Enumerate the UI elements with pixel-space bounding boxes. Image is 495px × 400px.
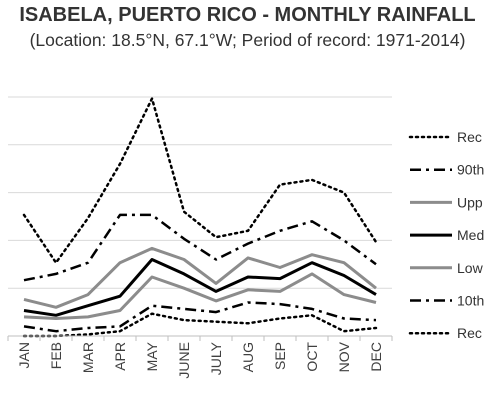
x-axis: JAN FEB MAR APR MAY JUNE JULY AUG SEP OCT NOV DEC — [7, 335, 393, 379]
legend-label: Upp — [457, 194, 483, 210]
x-tick-label: SEP — [272, 342, 288, 370]
chart-title: ISABELA, PUERTO RICO - MONTHLY RAINFALL — [19, 4, 476, 26]
x-tick-label: OCT — [304, 342, 320, 372]
x-tick-label: APR — [112, 342, 128, 371]
legend-label: Rec — [457, 129, 482, 145]
legend-label: 10th — [457, 293, 484, 309]
x-tick-label: DEC — [368, 342, 384, 372]
legend: Rec 90th Upp Med Low 10th Rec — [408, 129, 484, 341]
chart-subtitle: (Location: 18.5°N, 67.1°W; Period of rec… — [29, 30, 466, 50]
series-line — [22, 312, 378, 338]
series-line — [23, 246, 377, 309]
x-tick-label: AUG — [240, 342, 256, 372]
x-tick-label: MAR — [80, 342, 96, 373]
x-tick-label: NOV — [336, 341, 352, 372]
series-line — [22, 97, 378, 264]
x-tick-label: JUNE — [176, 342, 192, 379]
series-line — [23, 258, 377, 317]
legend-label: Med — [457, 227, 484, 243]
x-tick-label: JAN — [16, 342, 32, 368]
series-line — [23, 213, 377, 282]
x-tick-label: FEB — [48, 342, 64, 369]
x-tick-label: JULY — [208, 341, 224, 375]
legend-label: Rec — [457, 325, 482, 341]
series-line — [23, 272, 377, 320]
x-tick-label: MAY — [144, 341, 160, 371]
legend-label: Low — [457, 260, 484, 276]
legend-label: 90th — [457, 162, 484, 178]
series-lines — [22, 97, 378, 338]
